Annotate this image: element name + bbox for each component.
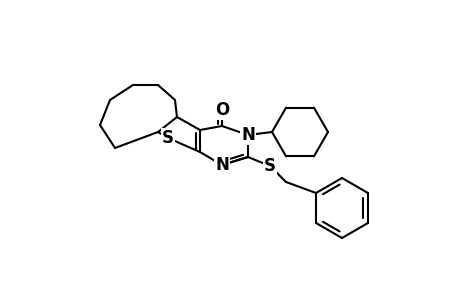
Text: N: N: [241, 126, 254, 144]
Text: S: S: [162, 129, 174, 147]
Text: S: S: [263, 157, 275, 175]
Text: N: N: [215, 156, 229, 174]
Text: O: O: [214, 101, 229, 119]
